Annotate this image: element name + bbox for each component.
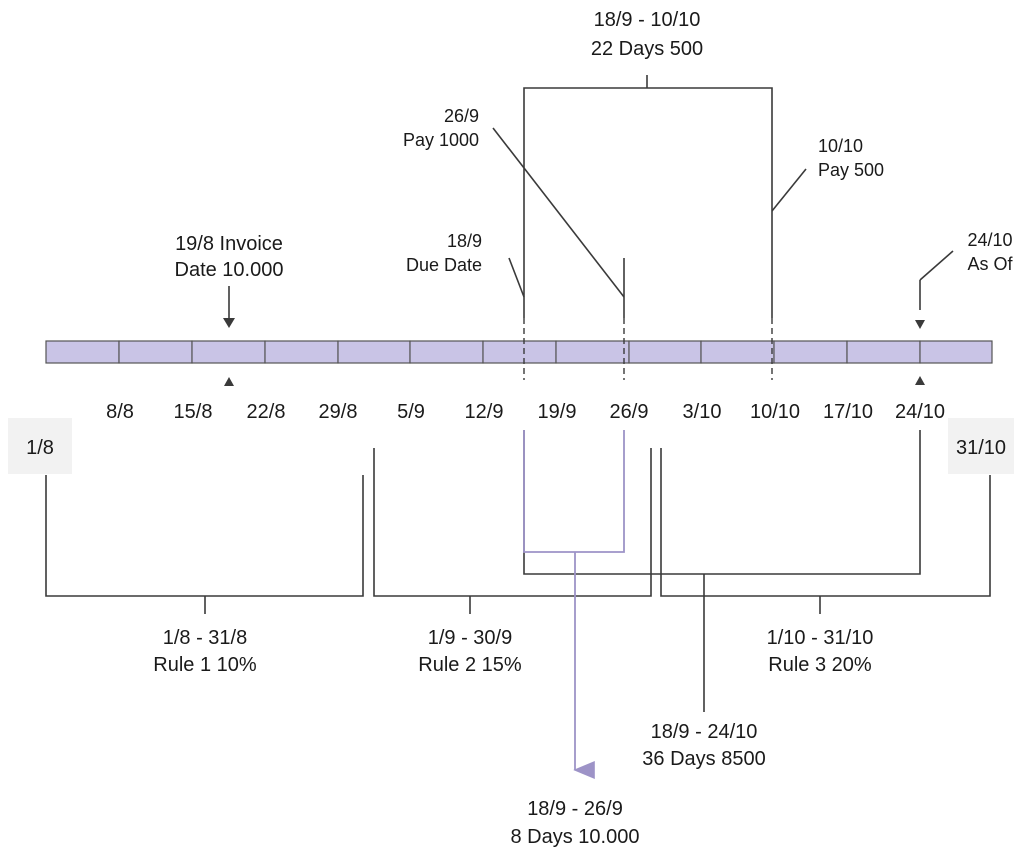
timeline-cell — [555, 340, 630, 364]
timeline-cell — [846, 340, 921, 364]
timeline-cell — [919, 340, 993, 364]
rule-3-bracket: 1/10 - 31/10 Rule 3 20% — [660, 448, 991, 676]
due-date-callout: 18/9 Due Date — [406, 231, 525, 380]
as-of-line2: As Of — [967, 254, 1013, 274]
interval-mid-line2: 36 Days 8500 — [642, 748, 765, 770]
interval-top-frame — [523, 87, 773, 318]
as-of-up-marker-icon — [915, 376, 925, 385]
tick-label: 3/10 — [683, 401, 722, 423]
rule-1-frame — [45, 475, 364, 597]
as-of-down-marker-icon — [915, 320, 925, 329]
interval-mid-line1: 18/9 - 24/10 — [651, 721, 758, 743]
timeline-cell — [773, 340, 848, 364]
rule-3-line2: Rule 3 20% — [768, 654, 872, 676]
rule-3-line1: 1/10 - 31/10 — [767, 627, 874, 649]
pay-1000-line1: 26/9 — [444, 106, 479, 126]
tick-label: 10/10 — [750, 401, 800, 423]
pay-1000-callout: 26/9 Pay 1000 — [403, 106, 625, 380]
end-date-label: 31/10 — [956, 437, 1006, 459]
interval-mid-bracket: 18/9 - 24/10 36 Days 8500 — [523, 430, 921, 770]
pay-1000-line2: Pay 1000 — [403, 130, 479, 150]
tick-label: 24/10 — [895, 401, 945, 423]
pay-1000-leader — [492, 127, 625, 298]
timeline-cell — [118, 340, 193, 364]
tick-labels: 8/8 15/8 22/8 29/8 5/9 12/9 19/9 26/9 3/… — [106, 401, 945, 423]
interval-top-line2: 22 Days 500 — [591, 38, 703, 60]
pay-500-line1: 10/10 — [818, 136, 863, 156]
invoice-label-line2: Date 10.000 — [175, 259, 284, 281]
invoice-label-line1: 19/8 Invoice — [175, 233, 283, 255]
timeline-cell — [628, 340, 702, 364]
rule-1-line2: Rule 1 10% — [153, 654, 257, 676]
rule-3-frame — [660, 448, 991, 597]
timeline-cell — [45, 340, 120, 364]
interval-bottom-line2: 8 Days 10.000 — [511, 826, 640, 848]
due-date-line2: Due Date — [406, 255, 482, 275]
rule-1-bracket: 1/8 - 31/8 Rule 1 10% — [45, 475, 364, 676]
as-of-line1: 24/10 — [967, 230, 1012, 250]
tick-label: 12/9 — [465, 401, 504, 423]
rule-2-frame — [373, 448, 652, 597]
interval-bottom-frame — [523, 430, 625, 553]
pay-500-callout: 10/10 Pay 500 — [771, 136, 884, 380]
as-of-leader — [919, 250, 954, 281]
rule-2-line2: Rule 2 15% — [418, 654, 522, 676]
tick-label: 8/8 — [106, 401, 134, 423]
timeline-cell — [337, 340, 411, 364]
tick-label: 29/8 — [319, 401, 358, 423]
start-date-label: 1/8 — [26, 437, 54, 459]
interval-top-line1: 18/9 - 10/10 — [594, 9, 701, 31]
tick-label: 19/9 — [538, 401, 577, 423]
interval-top-bracket: 18/9 - 10/10 22 Days 500 — [523, 9, 773, 318]
due-date-line1: 18/9 — [447, 231, 482, 251]
tick-label: 17/10 — [823, 401, 873, 423]
start-box-bg — [8, 418, 72, 474]
tick-label: 22/8 — [247, 401, 286, 423]
invoice-down-arrow-icon — [223, 318, 235, 328]
tick-label: 15/8 — [174, 401, 213, 423]
start-date-box: 1/8 — [8, 418, 72, 474]
rule-2-line1: 1/9 - 30/9 — [428, 627, 513, 649]
tick-label: 5/9 — [397, 401, 425, 423]
invoice-up-marker-icon — [224, 377, 234, 386]
as-of-callout: 24/10 As Of — [915, 230, 1014, 385]
pay-500-leader — [771, 168, 807, 212]
timeline-bar — [45, 340, 993, 364]
rule-2-bracket: 1/9 - 30/9 Rule 2 15% — [373, 448, 652, 676]
tick-label: 26/9 — [610, 401, 649, 423]
interval-bottom-line1: 18/9 - 26/9 — [527, 798, 623, 820]
end-date-box: 31/10 — [948, 418, 1014, 474]
timeline-cell — [409, 340, 484, 364]
timeline-cell — [700, 340, 775, 364]
invoice-callout: 19/8 Invoice Date 10.000 — [175, 233, 284, 386]
timeline-cell — [482, 340, 557, 364]
end-box-bg — [948, 418, 1014, 474]
timeline-cell — [264, 340, 339, 364]
timeline-cell — [191, 340, 266, 364]
due-date-leader — [508, 257, 525, 298]
interval-bottom-bracket: 18/9 - 26/9 8 Days 10.000 — [511, 430, 640, 848]
pay-500-line2: Pay 500 — [818, 160, 884, 180]
rule-1-line1: 1/8 - 31/8 — [163, 627, 248, 649]
